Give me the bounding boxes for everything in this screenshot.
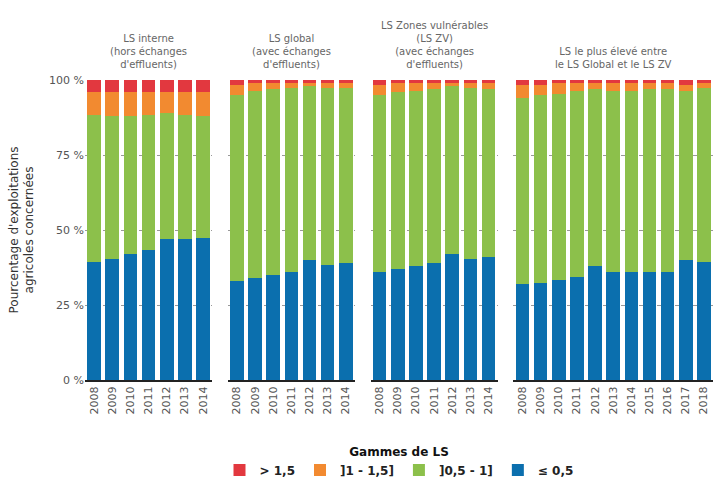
svg-text:2015: 2015 bbox=[643, 386, 656, 414]
svg-text:LS Zones vulnérables(LS ZV)(av: LS Zones vulnérables(LS ZV)(avec échange… bbox=[381, 20, 488, 70]
svg-text:2014: 2014 bbox=[339, 386, 352, 414]
svg-text:LS le plus élevé entrele LS Gl: LS le plus élevé entrele LS Global et le… bbox=[555, 46, 672, 70]
svg-text:2008: 2008 bbox=[516, 386, 529, 414]
svg-text:2012: 2012 bbox=[160, 386, 173, 414]
svg-text:2018: 2018 bbox=[698, 386, 711, 414]
svg-text:2009: 2009 bbox=[249, 386, 262, 414]
svg-text:0 %: 0 % bbox=[63, 374, 84, 387]
svg-text:LS global(avec échangesd'efflu: LS global(avec échangesd'effluents) bbox=[252, 33, 331, 70]
svg-text:2013: 2013 bbox=[607, 386, 620, 414]
svg-text:2011: 2011 bbox=[570, 386, 583, 414]
svg-text:25 %: 25 % bbox=[56, 299, 84, 312]
svg-text:2016: 2016 bbox=[661, 386, 674, 414]
svg-text:2013: 2013 bbox=[321, 386, 334, 414]
svg-text:2014: 2014 bbox=[625, 386, 638, 414]
svg-text:2011: 2011 bbox=[428, 386, 441, 414]
svg-text:50 %: 50 % bbox=[56, 224, 84, 237]
svg-text:2013: 2013 bbox=[178, 386, 191, 414]
svg-text:75 %: 75 % bbox=[56, 149, 84, 162]
svg-text:2009: 2009 bbox=[391, 386, 404, 414]
svg-text:2010: 2010 bbox=[267, 386, 280, 414]
svg-text:2014: 2014 bbox=[197, 386, 210, 414]
svg-text:LS interne(hors échangesd'effl: LS interne(hors échangesd'effluents) bbox=[110, 33, 187, 70]
svg-text:2014: 2014 bbox=[482, 386, 495, 414]
svg-text:100 %: 100 % bbox=[49, 74, 84, 87]
svg-text:2010: 2010 bbox=[552, 386, 565, 414]
svg-text:]0,5 - 1]: ]0,5 - 1] bbox=[439, 464, 493, 478]
svg-text:2009: 2009 bbox=[534, 386, 547, 414]
svg-text:2008: 2008 bbox=[373, 386, 386, 414]
svg-text:2012: 2012 bbox=[589, 386, 602, 414]
svg-text:2017: 2017 bbox=[679, 386, 692, 414]
svg-text:2011: 2011 bbox=[142, 386, 155, 414]
svg-text:2008: 2008 bbox=[230, 386, 243, 414]
svg-text:Pourcentage d'exploitationsagr: Pourcentage d'exploitationsagricoles con… bbox=[7, 147, 37, 314]
svg-text:2012: 2012 bbox=[446, 386, 459, 414]
svg-text:2012: 2012 bbox=[303, 386, 316, 414]
svg-text:2010: 2010 bbox=[409, 386, 422, 414]
svg-text:≤ 0,5: ≤ 0,5 bbox=[538, 464, 574, 478]
svg-text:2011: 2011 bbox=[285, 386, 298, 414]
svg-text:> 1,5: > 1,5 bbox=[260, 464, 296, 478]
svg-text:]1 - 1,5]: ]1 - 1,5] bbox=[340, 464, 394, 478]
svg-text:2010: 2010 bbox=[124, 386, 137, 414]
svg-text:Gammes de LS: Gammes de LS bbox=[349, 445, 449, 459]
svg-text:2013: 2013 bbox=[464, 386, 477, 414]
svg-text:2009: 2009 bbox=[106, 386, 119, 414]
svg-text:2008: 2008 bbox=[88, 386, 101, 414]
